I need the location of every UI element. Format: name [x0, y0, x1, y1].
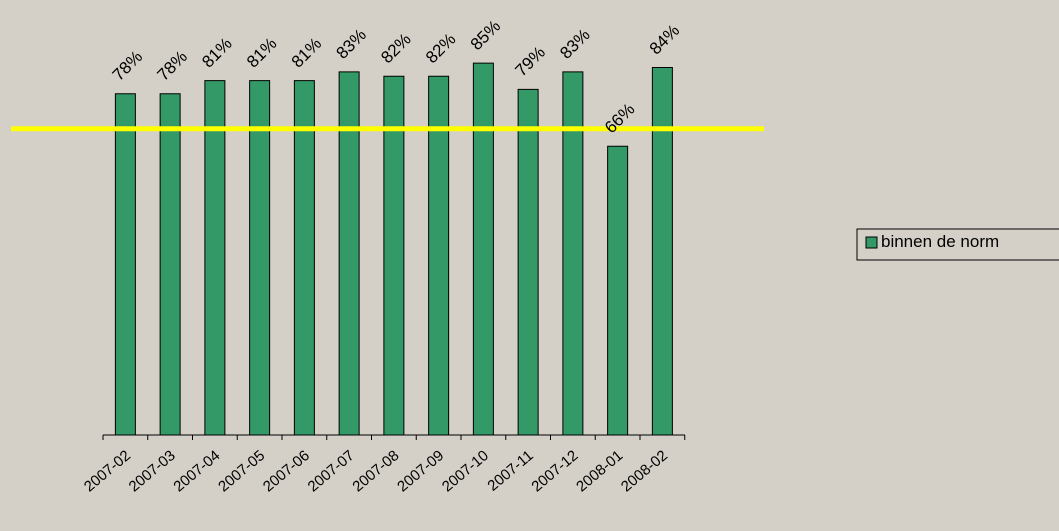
legend: binnen de norm: [856, 228, 1059, 261]
data-label: 82%: [377, 30, 414, 67]
data-label: 83%: [333, 25, 370, 62]
data-label: 81%: [198, 34, 235, 71]
bar: [293, 80, 315, 436]
data-label: 79%: [512, 43, 549, 80]
legend-label: binnen de norm: [881, 232, 999, 251]
x-tick-label: 2008-01: [573, 447, 626, 495]
x-tick-label: 2008-02: [618, 447, 671, 495]
data-label: 84%: [646, 21, 683, 58]
x-tick-label: 2007-05: [215, 447, 268, 495]
data-label: 85%: [467, 16, 504, 53]
x-axis: 2007-022007-032007-042007-052007-062007-…: [81, 434, 686, 495]
data-labels-group: 78% 78% 81% 81% 81% 83% 82% 82% 85%79% 83%66%84%: [109, 16, 683, 137]
data-label: 81%: [243, 34, 280, 71]
bar: [517, 88, 539, 436]
bar: [114, 93, 136, 436]
x-tick-label: 2007-10: [439, 447, 492, 495]
bar: [651, 67, 673, 436]
bar: [472, 62, 494, 436]
bar: [204, 80, 226, 436]
bar: [249, 80, 271, 436]
legend-swatch: [865, 236, 878, 249]
data-label: 81%: [288, 34, 325, 71]
x-tick-label: 2007-11: [484, 447, 536, 495]
x-tick-label: 2007-07: [305, 447, 358, 495]
data-label: 83%: [556, 25, 593, 62]
legend-frame: [856, 228, 1059, 261]
data-label: 82%: [422, 30, 459, 67]
x-tick-label: 2007-06: [260, 447, 313, 495]
x-tick-label: 2007-09: [394, 447, 447, 495]
x-tick-label: 2007-04: [170, 447, 223, 495]
bars-group: [114, 62, 673, 436]
bar: [607, 145, 629, 436]
x-tick-label: 2007-12: [528, 447, 581, 495]
x-tick-label: 2007-02: [81, 447, 134, 495]
x-tick-label: 2007-03: [126, 447, 179, 495]
bar: [159, 93, 181, 436]
data-label: 66%: [601, 100, 638, 137]
x-tick-label: 2007-08: [349, 447, 402, 495]
data-label: 78%: [154, 47, 191, 84]
data-label: 78%: [109, 47, 146, 84]
